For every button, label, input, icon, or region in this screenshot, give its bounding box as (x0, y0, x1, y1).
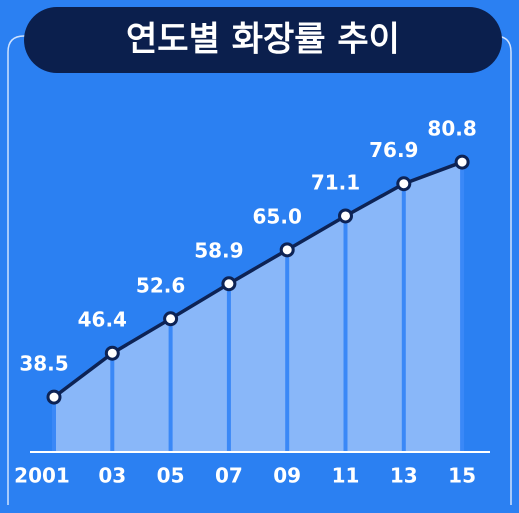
data-label: 76.9 (369, 138, 418, 162)
x-tick-label: 05 (157, 464, 185, 488)
data-label: 80.8 (427, 117, 476, 141)
point (163, 311, 179, 327)
plot: 38.5 2001 46.4 03 52.6 05 58.9 07 65.0 09 71.1 11 76… (14, 117, 490, 488)
x-tick-label: 03 (98, 464, 126, 488)
data-label: 65.0 (253, 204, 302, 228)
data-label: 58.9 (194, 238, 243, 262)
point (104, 345, 120, 361)
x-tick-label: 13 (390, 464, 418, 488)
x-tick-label: 07 (215, 464, 243, 488)
point (279, 242, 295, 258)
data-label: 46.4 (78, 308, 127, 332)
x-tick-label: 09 (273, 464, 301, 488)
area (54, 162, 463, 452)
data-label: 52.6 (136, 273, 185, 297)
point (221, 276, 237, 292)
line (52, 160, 463, 399)
x-tick-label: 11 (332, 464, 360, 488)
point (46, 389, 62, 405)
point (454, 154, 470, 170)
data-label: 38.5 (19, 352, 68, 376)
data-label: 71.1 (311, 170, 360, 194)
chart-title: 연도별 화장률 추이 (126, 20, 400, 60)
point (338, 208, 353, 224)
title-pill (24, 7, 502, 73)
point (396, 176, 412, 192)
x-tick-label: 15 (448, 464, 476, 488)
x-tick-label: 2001 (14, 464, 70, 488)
